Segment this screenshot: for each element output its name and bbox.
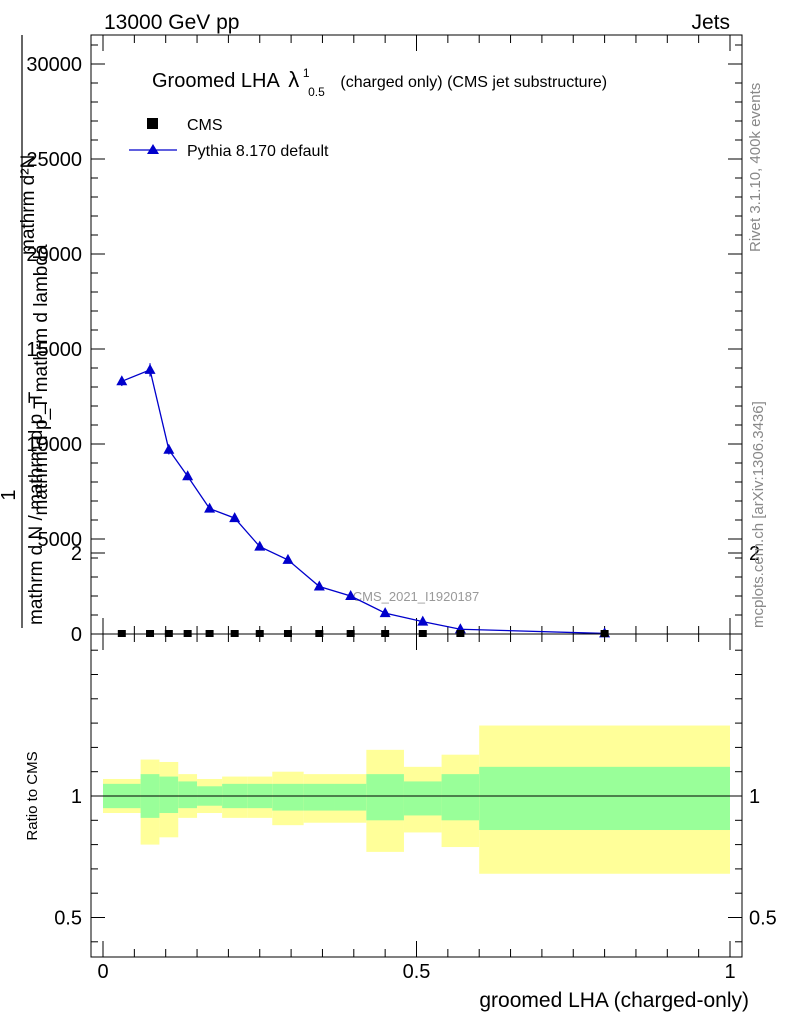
ratio-inner-band <box>366 774 404 821</box>
pythia-point <box>282 553 294 564</box>
pythia-line <box>121 369 605 635</box>
ytick-label: 30000 <box>26 54 82 76</box>
title-rest: (charged only) (CMS jet substructure) <box>340 74 607 91</box>
legend-pythia-marker <box>147 144 159 154</box>
legend: CMS Pythia 8.170 default <box>129 117 329 160</box>
title-main: Groomed LHA <box>152 70 280 92</box>
ratio-inner-band <box>403 781 442 816</box>
pythia-point <box>116 375 128 386</box>
ratio-ytick-label-right: 2 <box>749 543 760 565</box>
pythia-point <box>345 590 357 600</box>
ylabel-top: mathrm d²N <box>18 155 39 255</box>
ratio-inner-band <box>334 783 367 811</box>
ratio-ytick-label-right: 0.5 <box>749 908 777 930</box>
analysis-watermark: CMS_2021_I1920187 <box>353 589 480 604</box>
pythia-point <box>144 363 156 374</box>
title-subscript: 0.5 <box>308 85 325 99</box>
main-ylabel: mathrm d²N mathrm d p_T mathrm d lambda … <box>0 35 52 628</box>
ratio-panel: 0.5 0.5 1 1 2 2 0 0.5 1 Ratio to CMS groomed LHA… <box>24 543 777 1012</box>
ytick-label: 15000 <box>26 339 82 361</box>
pythia-point <box>182 470 194 481</box>
ratio-xtick-label: 0 <box>97 961 108 983</box>
title-lambda: λ <box>288 67 299 92</box>
ratio-frame <box>90 633 743 958</box>
ratio-bands <box>103 725 730 874</box>
ratio-inner-band <box>303 783 335 811</box>
side-mcplots-label: mcplots.cern.ch [arXiv:1306.3436] <box>750 401 767 628</box>
pythia-point <box>313 580 325 591</box>
header-energy: 13000 GeV pp <box>104 11 239 34</box>
ratio-inner-band <box>479 766 730 831</box>
pythia-point <box>254 540 266 551</box>
side-rivet-label: Rivet 3.1.10, 400k events <box>747 83 764 252</box>
title-superscript: 1 <box>303 66 310 80</box>
ratio-inner-band <box>272 783 304 811</box>
pythia-point <box>229 512 241 523</box>
pythia-point <box>163 443 175 454</box>
pythia-point <box>417 615 429 626</box>
header-process: Jets <box>691 11 730 34</box>
ytick-label: 0 <box>71 624 82 646</box>
ratio-inner-band <box>441 774 480 821</box>
legend-pythia-label: Pythia 8.170 default <box>187 143 329 160</box>
ylabel-mid: mathrm d p_T mathrm d lambda <box>31 244 52 515</box>
ratio-xtick-label: 0.5 <box>403 961 431 983</box>
legend-cms-marker <box>147 118 158 129</box>
ratio-ticks: 0.5 0.5 1 1 2 2 0 0.5 1 <box>54 543 777 983</box>
ratio-inner-band <box>178 781 198 809</box>
ratio-ytick-label-right: 1 <box>749 786 760 808</box>
ytick-label: 25000 <box>26 149 82 171</box>
pythia-point <box>379 607 391 618</box>
ytick-label: 10000 <box>26 434 82 456</box>
ratio-xlabel: groomed LHA (charged-only) <box>479 989 749 1012</box>
main-panel: 0 5000 10000 15000 20000 25000 30000 CMS_2021_… <box>0 34 743 646</box>
main-ticks: 0 5000 10000 15000 20000 25000 30000 <box>26 35 742 646</box>
ratio-ytick-label-left: 0.5 <box>54 908 82 930</box>
chart-title: Groomed LHA λ 1 0.5 (charged only) (CMS … <box>152 60 607 101</box>
ylabel-denominator: mathrm d N / mathrm d p_T <box>26 391 47 625</box>
legend-cms-label: CMS <box>187 117 223 134</box>
ytick-label: 20000 <box>26 244 82 266</box>
pythia-point <box>204 502 216 513</box>
ratio-ytick-label-left: 1 <box>71 786 82 808</box>
ratio-ylabel: Ratio to CMS <box>24 751 41 840</box>
ratio-ytick-label-left: 2 <box>71 543 82 565</box>
ratio-xtick-label: 1 <box>724 961 735 983</box>
ratio-inner-band <box>159 776 179 814</box>
ytick-label: 5000 <box>38 529 83 551</box>
ylabel-numerator: 1 <box>0 489 20 500</box>
